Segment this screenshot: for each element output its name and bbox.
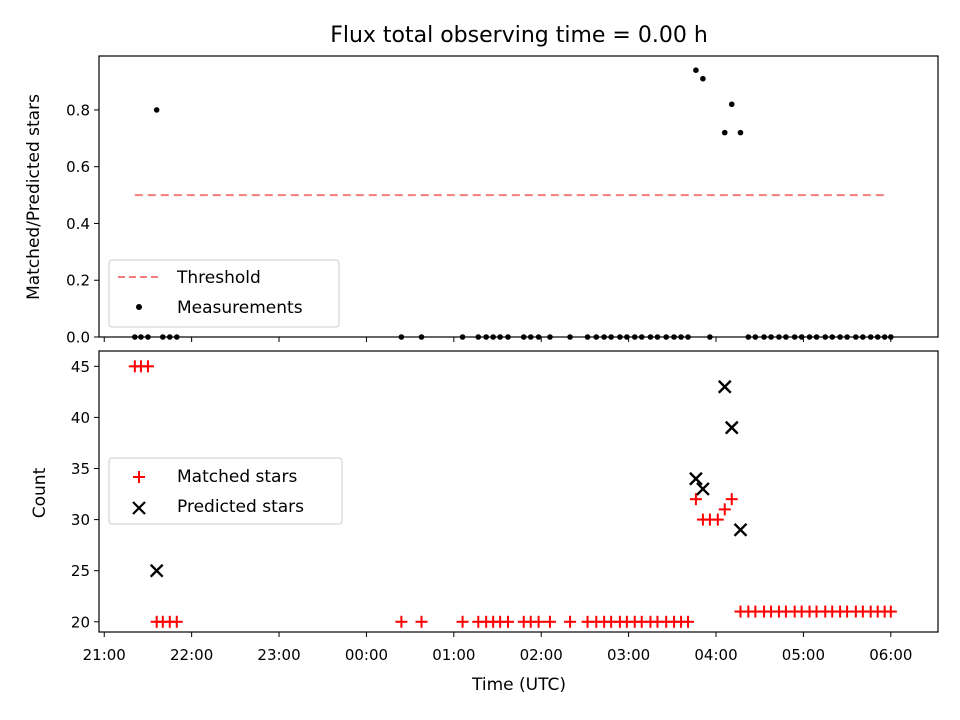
measurement-point	[728, 101, 735, 108]
matched-star-point	[395, 615, 408, 628]
y-tick-label: 20	[71, 613, 90, 631]
y-tick-label: 25	[71, 562, 90, 580]
matched-legend-swatch	[133, 471, 145, 483]
count-legend: Matched stars Predicted stars	[108, 457, 343, 525]
y-tick-label: 0.0	[66, 329, 90, 347]
x-tick-label: 01:00	[432, 646, 475, 664]
count-axes-frame	[98, 350, 939, 633]
measurement-point	[153, 107, 160, 113]
count-panel: 20 25 30 35 40 45 21:00 22:00 23:00 00:00 01:00 02…	[30, 350, 939, 695]
matched-star-point	[543, 615, 556, 628]
matched-star-point	[718, 503, 731, 516]
x-tick-label: 02:00	[520, 646, 563, 664]
x-tick-label: 21:00	[83, 646, 126, 664]
y-tick-label: 45	[71, 358, 90, 376]
matched-star-point	[682, 615, 695, 628]
matched-star-point	[170, 615, 183, 628]
y-tick-label: 0.8	[66, 101, 90, 119]
predicted-star-point	[149, 563, 164, 578]
measurement-point	[700, 75, 706, 82]
ratio-y-axis-label: Matched/Predicted stars	[24, 94, 44, 300]
ratio-panel: 0.00.20.40.60.8 Matched/Predicted stars …	[24, 55, 939, 347]
ratio-x-ticks	[103, 337, 892, 342]
predicted-star-point	[717, 379, 732, 394]
predicted-legend-label: Predicted stars	[177, 497, 304, 517]
x-tick-label: 22:00	[170, 646, 213, 664]
matched-star-point	[884, 605, 897, 618]
x-tick-label: 00:00	[345, 646, 388, 664]
x-tick-label: 04:00	[694, 646, 737, 664]
matched-star-point	[711, 513, 724, 526]
matched-star-point	[456, 615, 469, 628]
predicted-star-point	[689, 471, 703, 486]
predicted-star-point	[696, 482, 710, 496]
ratio-legend: Threshold Measurements	[108, 259, 340, 328]
predicted-star-point	[733, 522, 748, 537]
measurement-point	[721, 129, 728, 136]
x-tick-label: 23:00	[257, 646, 300, 664]
figure-title: Flux total observing time = 0.00 h	[330, 23, 708, 48]
matched-legend-label: Matched stars	[177, 467, 297, 487]
y-tick-label: 0.2	[66, 272, 90, 290]
measurements-legend-label: Measurements	[177, 298, 303, 318]
matched-star-point	[502, 615, 515, 628]
count-plot-area	[128, 360, 897, 628]
measurement-point	[693, 67, 699, 73]
matched-star-point	[415, 615, 428, 628]
x-tick-label: 03:00	[607, 646, 650, 664]
x-tick-label: 05:00	[782, 646, 825, 664]
y-tick-label: 35	[71, 460, 90, 478]
y-tick-label: 0.6	[66, 158, 90, 176]
measurements-legend-swatch	[136, 304, 142, 310]
matched-star-point	[725, 493, 738, 506]
ratio-axes-frame	[98, 55, 939, 338]
count-y-axis-label: Count	[30, 467, 50, 518]
matched-star-point	[689, 493, 702, 506]
threshold-legend-label: Threshold	[176, 268, 261, 288]
matched-star-point	[141, 360, 154, 373]
measurement-point	[737, 129, 744, 136]
ratio-y-ticks: 0.0 0.2 0.4 0.6 0.8	[66, 101, 99, 347]
matched-star-point	[564, 615, 577, 628]
ratio-legend-box	[108, 259, 340, 328]
y-tick-label: 0.4	[66, 215, 90, 233]
count-y-ticks: 20 25 30 35 40 45	[71, 358, 99, 631]
predicted-star-point	[724, 420, 739, 435]
matched-star-point	[532, 615, 545, 628]
predicted-legend-swatch	[132, 501, 146, 515]
y-tick-label: 40	[71, 409, 90, 427]
count-x-ticks: 21:00 22:00 23:00 00:00 01:00 02:00 03:00 04:00…	[83, 632, 912, 664]
x-axis-label: Time (UTC)	[471, 675, 566, 695]
y-tick-label: 30	[71, 511, 90, 529]
count-legend-box	[108, 457, 343, 525]
x-tick-label: 06:00	[869, 646, 912, 664]
